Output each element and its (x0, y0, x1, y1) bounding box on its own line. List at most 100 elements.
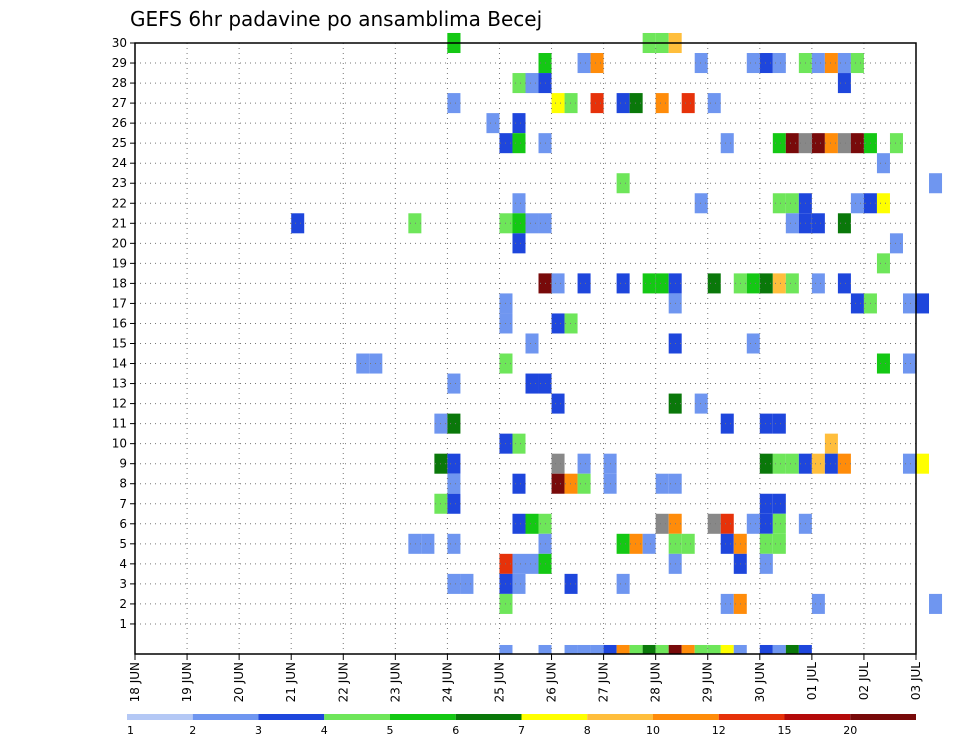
heatmap-cell (720, 644, 734, 654)
colorbar-segment (587, 714, 653, 720)
colorbar-segment (850, 714, 916, 720)
heatmap-cell (616, 93, 630, 114)
heatmap-cell (512, 233, 526, 254)
plot-frame (134, 42, 917, 655)
colorbar-label: 1 (127, 724, 134, 737)
heatmap-cell (772, 644, 786, 654)
heatmap-cell (707, 644, 721, 654)
heatmap-cell (447, 93, 461, 114)
heatmap-cell (603, 644, 617, 654)
heatmap-cell (694, 53, 708, 74)
x-tick-label: 18 JUN (128, 662, 142, 702)
y-tick-label: 16 (112, 316, 127, 330)
heatmap-cell (811, 53, 825, 74)
heatmap-cell (772, 493, 786, 514)
colorbar-label: 2 (189, 724, 196, 737)
heatmap-cell (772, 133, 786, 154)
heatmap-cell (759, 453, 773, 474)
heatmap-cell (616, 573, 630, 594)
y-tick-label: 28 (112, 76, 127, 90)
colorbar-segment (653, 714, 719, 720)
heatmap-cell (772, 513, 786, 534)
heatmap-cell (447, 373, 461, 394)
heatmap-cell (616, 173, 630, 194)
y-axis: 1234567891011121314151617181920212223242… (112, 36, 135, 631)
heatmap-cell (655, 644, 669, 654)
heatmap-cell (551, 93, 565, 114)
heatmap-cell (577, 273, 591, 294)
heatmap-cell (512, 513, 526, 534)
heatmap-cell (512, 213, 526, 234)
y-tick-label: 29 (112, 56, 127, 70)
colorbar-label: 15 (778, 724, 792, 737)
y-tick-label: 15 (112, 336, 127, 350)
y-tick-label: 18 (112, 276, 127, 290)
heatmap-cell (629, 533, 643, 554)
heatmap-cell (837, 53, 851, 74)
heatmap-cell (512, 133, 526, 154)
y-tick-label: 6 (119, 517, 127, 531)
heatmap-cell (551, 273, 565, 294)
heatmap-cell (759, 644, 773, 654)
heatmap-cell (512, 553, 526, 574)
heatmap-cell (824, 53, 838, 74)
heatmap-cell (590, 93, 604, 114)
heatmap-cell (837, 133, 851, 154)
heatmap-cell (564, 473, 578, 494)
y-tick-label: 13 (112, 377, 127, 391)
heatmap-cell (785, 273, 799, 294)
colorbar-label: 5 (387, 724, 394, 737)
heatmap-cell (512, 113, 526, 134)
heatmap-cell (772, 193, 786, 214)
y-tick-label: 7 (119, 497, 127, 511)
heatmap-cell (707, 513, 721, 534)
heatmap-cell (512, 473, 526, 494)
heatmap-cell (356, 353, 370, 374)
heatmap-cell (746, 53, 760, 74)
heatmap-cell (759, 273, 773, 294)
heatmap-cell (707, 273, 721, 294)
heatmap-cell (720, 513, 734, 534)
heatmap-cell (759, 513, 773, 534)
x-tick-label: 30 JUN (753, 662, 767, 702)
heatmap-cell (850, 293, 864, 314)
heatmap-cell (590, 644, 604, 654)
heatmap-cell (564, 93, 578, 114)
heatmap-cell (512, 573, 526, 594)
heatmap-cell (642, 273, 656, 294)
heatmap-cell (590, 53, 604, 74)
heatmap-cell (746, 513, 760, 534)
heatmap-cell (408, 213, 422, 234)
x-tick-label: 28 JUN (649, 662, 663, 702)
colorbar-label: 20 (843, 724, 857, 737)
heatmap-cell (889, 233, 903, 254)
colorbar: 1 2 3 4 5 6 7 8 10 12 15 20 (127, 714, 916, 737)
x-tick-label: 26 JUN (545, 662, 559, 702)
heatmap-cell (577, 453, 591, 474)
heatmap-cell (525, 513, 539, 534)
heatmap-cell (447, 453, 461, 474)
heatmap-cell (720, 133, 734, 154)
heatmap-cell (811, 133, 825, 154)
heatmap-cell (291, 213, 305, 234)
y-tick-label: 19 (112, 256, 127, 270)
heatmap-cell (876, 353, 890, 374)
y-tick-label: 2 (119, 597, 127, 611)
heatmap-cell (629, 93, 643, 114)
colorbar-segment (258, 714, 325, 720)
heatmap-cell (811, 593, 825, 614)
heatmap-cell (525, 553, 539, 574)
heatmap-cell (916, 293, 930, 314)
heatmap-cell (902, 353, 916, 374)
colorbar-segment (784, 714, 851, 720)
y-tick-label: 10 (112, 437, 127, 451)
heatmap-cell (772, 273, 786, 294)
colorbar-label: 3 (255, 724, 262, 737)
heatmap-cell (694, 393, 708, 414)
heatmap-cell (447, 533, 461, 554)
colorbar-label: 12 (712, 724, 726, 737)
colorbar-segment (127, 714, 193, 720)
heatmap-cell (655, 273, 669, 294)
colorbar-segment (192, 714, 259, 720)
x-tick-label: 24 JUN (440, 662, 454, 702)
